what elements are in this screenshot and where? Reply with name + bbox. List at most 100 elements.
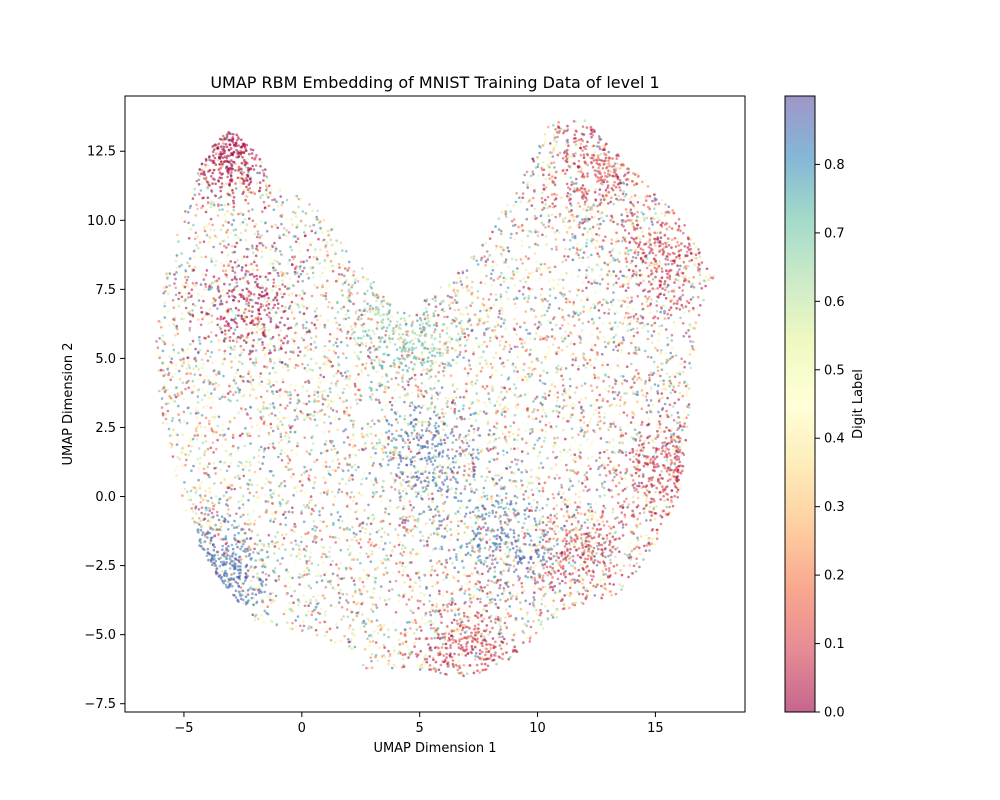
scatter-point [342,325,345,329]
scatter-point [323,573,326,577]
scatter-point [620,303,623,307]
scatter-point [458,321,462,325]
scatter-point [436,465,439,469]
scatter-point [349,406,353,409]
scatter-point [611,298,615,302]
scatter-point [678,370,682,373]
scatter-point [657,410,660,414]
scatter-point [469,553,472,557]
scatter-point [574,516,577,519]
scatter-point [240,351,243,355]
scatter-point [577,170,580,173]
scatter-point [218,242,222,246]
scatter-point [586,298,589,302]
scatter-point [441,642,445,646]
scatter-point [384,566,388,570]
scatter-point [285,568,288,571]
scatter-point [252,494,256,498]
scatter-point [625,414,629,417]
scatter-point [550,328,554,331]
scatter-point [208,308,212,311]
scatter-point [589,506,593,509]
scatter-point [568,239,572,242]
scatter-point [402,526,405,529]
scatter-point [545,565,549,569]
scatter-point [209,355,212,359]
scatter-point [557,231,561,235]
scatter-point [576,288,579,291]
scatter-point [388,400,392,404]
scatter-point [352,437,355,441]
scatter-point [634,570,638,573]
scatter-point [186,310,189,314]
scatter-point [522,362,526,366]
scatter-point [576,224,579,227]
scatter-point [418,585,422,588]
scatter-point [521,421,524,424]
scatter-point [209,205,213,209]
scatter-point [261,169,265,172]
scatter-point [515,232,518,235]
scatter-point [305,573,309,576]
scatter-point [351,423,355,426]
scatter-point [224,449,228,453]
scatter-point [459,350,462,354]
scatter-point [614,333,618,337]
scatter-point [419,539,422,542]
scatter-point [163,364,166,367]
scatter-point [626,171,630,175]
scatter-point [253,522,256,526]
scatter-point [678,363,681,366]
scatter-point [488,554,492,557]
scatter-point [278,262,281,266]
scatter-point [564,297,568,301]
scatter-point [675,307,678,310]
scatter-point [449,520,453,524]
scatter-point [361,613,364,616]
scatter-point [487,298,491,301]
scatter-point [253,232,257,236]
scatter-point [611,511,614,514]
scatter-point [273,259,276,263]
scatter-point [262,200,266,204]
scatter-point [338,577,341,580]
scatter-point [436,508,440,512]
scatter-point [360,371,364,374]
scatter-point [593,594,597,597]
scatter-point [558,589,562,592]
scatter-point [336,327,339,330]
scatter-point [284,305,287,309]
scatter-point [603,340,606,344]
scatter-point [594,511,597,514]
scatter-point [294,363,298,367]
scatter-point [696,295,700,299]
scatter-point [398,451,402,454]
scatter-point [513,413,517,417]
scatter-point [595,459,598,462]
scatter-point [494,437,498,441]
scatter-point [428,610,432,614]
scatter-point [429,619,432,623]
scatter-point [280,533,284,537]
scatter-point [282,513,285,516]
scatter-point [158,356,161,360]
scatter-point [286,262,290,266]
scatter-point [636,536,639,540]
scatter-point [632,351,636,355]
scatter-point [594,408,598,412]
scatter-point [271,542,274,545]
scatter-point [239,375,242,378]
scatter-point [588,309,592,313]
scatter-point [368,553,372,557]
scatter-point [397,537,400,540]
scatter-point [174,259,177,263]
scatter-point [653,441,656,444]
scatter-point [567,226,571,230]
scatter-point [304,346,307,350]
scatter-point [496,320,499,324]
scatter-point [499,325,503,328]
scatter-point [432,520,436,523]
scatter-point [366,666,370,670]
scatter-point [434,328,437,331]
scatter-point [641,230,644,234]
